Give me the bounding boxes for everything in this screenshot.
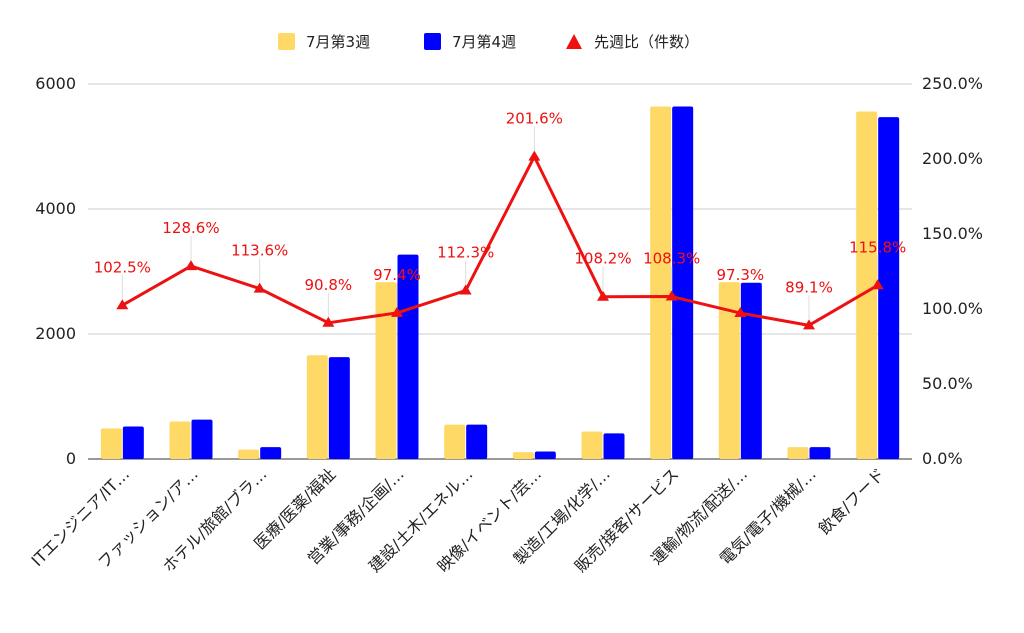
ratio-marker: [734, 307, 747, 318]
y-axis-left: 0 2000 4000 6000: [35, 74, 76, 468]
ratio-data-label: 115.8%: [849, 238, 906, 256]
y-left-tick-label: 0: [66, 449, 76, 468]
bar-week3: [169, 421, 191, 459]
ratio-data-label: 108.3%: [643, 250, 700, 268]
ratio-line: [121, 155, 879, 327]
bar-week4: [260, 447, 282, 459]
bar-week3: [306, 355, 328, 459]
ratio-data-label: 108.2%: [574, 250, 631, 268]
y-right-tick-label: 250.0%: [922, 74, 983, 93]
legend: 7月第3週 7月第4週 先週比（件数）: [278, 33, 699, 51]
ratio-marker: [597, 290, 609, 301]
bar-week4: [740, 282, 762, 459]
legend-label: 先週比（件数）: [594, 33, 699, 51]
bar-week4: [328, 357, 350, 459]
ratio-marker: [528, 150, 541, 161]
bar-week4: [878, 117, 900, 459]
y-axis-right: 0.0% 50.0% 100.0% 150.0% 200.0% 250.0%: [922, 74, 983, 468]
ratio-data-label: 90.8%: [305, 276, 353, 294]
ratio-marker: [391, 306, 403, 317]
ratio-marker: [116, 299, 129, 310]
legend-label: 7月第4週: [452, 33, 516, 51]
x-axis-labels: ITエンジニア/IT…ファッション/ア…ホテル/旅館/ブラ…医療/医薬/福祉営業…: [28, 464, 889, 576]
bar-week4: [603, 433, 625, 459]
bar-week3: [581, 431, 603, 459]
bar-week3: [100, 428, 122, 459]
y-right-tick-label: 200.0%: [922, 149, 983, 168]
y-left-tick-label: 2000: [35, 324, 76, 343]
bar-week3: [650, 106, 672, 459]
bar-week3: [375, 282, 397, 459]
ratio-data-label: 201.6%: [506, 110, 563, 128]
ratio-marker: [253, 282, 266, 293]
ratio-marker: [803, 319, 815, 330]
gridlines: [88, 83, 912, 460]
bar-week3: [718, 282, 740, 459]
bar-week3: [512, 452, 534, 459]
ratio-data-label: 113.6%: [231, 242, 288, 260]
ratio-marker: [871, 279, 884, 290]
bar-week4: [122, 426, 144, 459]
bar-week4: [534, 451, 556, 459]
y-right-tick-label: 0.0%: [922, 449, 963, 468]
y-left-tick-label: 6000: [35, 74, 76, 93]
ratio-marker: [459, 284, 472, 295]
bar-week4: [191, 419, 213, 459]
bar-week4: [466, 424, 488, 459]
ratio-data-label: 128.6%: [162, 219, 219, 237]
y-right-tick-label: 50.0%: [922, 374, 973, 393]
legend-swatch: [278, 33, 295, 50]
ratio-marker: [322, 316, 335, 327]
ratio-data-label: 102.5%: [94, 258, 151, 276]
ratio-marker: [665, 290, 678, 301]
line-series: 102.5% 128.6% 113.6% 90.8% 97.4% 112.3% 201.6%…: [94, 110, 906, 330]
ratio-data-label: 97.4%: [373, 266, 421, 284]
bar-week3: [856, 111, 878, 459]
ratio-data-label: 89.1%: [785, 278, 833, 296]
ratio-marker: [185, 260, 197, 271]
x-tick-label: 飲食/フード: [815, 464, 889, 538]
legend-triangle-icon: [566, 34, 582, 49]
ratio-data-label: 112.3%: [437, 244, 494, 262]
y-right-tick-label: 100.0%: [922, 299, 983, 318]
bar-week3: [444, 424, 466, 459]
legend-label: 7月第3週: [306, 33, 370, 51]
bar-week3: [238, 449, 260, 459]
y-left-tick-label: 4000: [35, 199, 76, 218]
bar-week3: [787, 447, 809, 459]
bar-week4: [397, 254, 419, 459]
bar-week4: [672, 106, 694, 459]
y-right-tick-label: 150.0%: [922, 224, 983, 243]
ratio-data-label: 97.3%: [717, 266, 765, 284]
bar-series: [100, 106, 900, 459]
bar-week4: [809, 447, 831, 459]
legend-swatch: [424, 33, 441, 50]
